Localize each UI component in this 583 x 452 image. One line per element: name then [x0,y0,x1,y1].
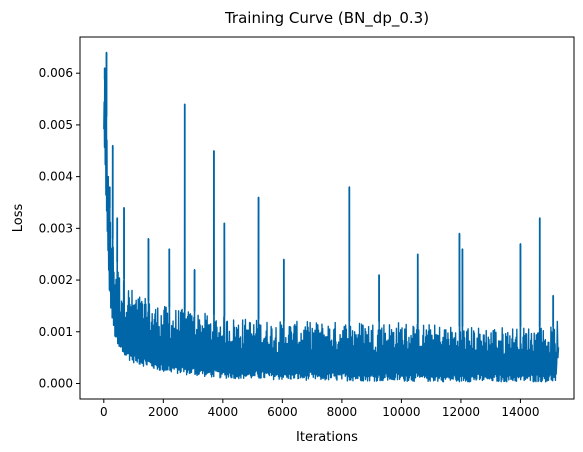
x-tick-label: 6000 [267,405,298,419]
x-tick-label: 0 [100,405,108,419]
y-tick-label: 0.001 [39,325,73,339]
y-tick-label: 0.000 [39,376,73,390]
x-axis-label: Iterations [296,430,358,445]
axes-layer: 0 2000 4000 6000 8000 10000 12000 14000 0.000 0.0… [39,66,540,419]
chart-title: Training Curve (BN_dp_0.3) [224,9,429,28]
y-tick-label: 0.005 [39,118,73,132]
y-tick-label: 0.002 [39,273,73,287]
y-tick-label: 0.004 [39,170,73,184]
series-layer [103,51,560,383]
y-tick-label: 0.003 [39,221,73,235]
x-tick-label: 4000 [208,405,239,419]
x-tick-label: 12000 [442,405,480,419]
x-tick-label: 10000 [382,405,420,419]
x-tick-label: 2000 [148,405,179,419]
x-tick-label: 8000 [327,405,358,419]
loss-series-line [103,51,560,383]
y-axis-label: Loss [11,204,26,233]
plot-frame [79,36,575,400]
x-tick-label: 14000 [501,405,539,419]
y-tick-label: 0.006 [39,66,73,80]
